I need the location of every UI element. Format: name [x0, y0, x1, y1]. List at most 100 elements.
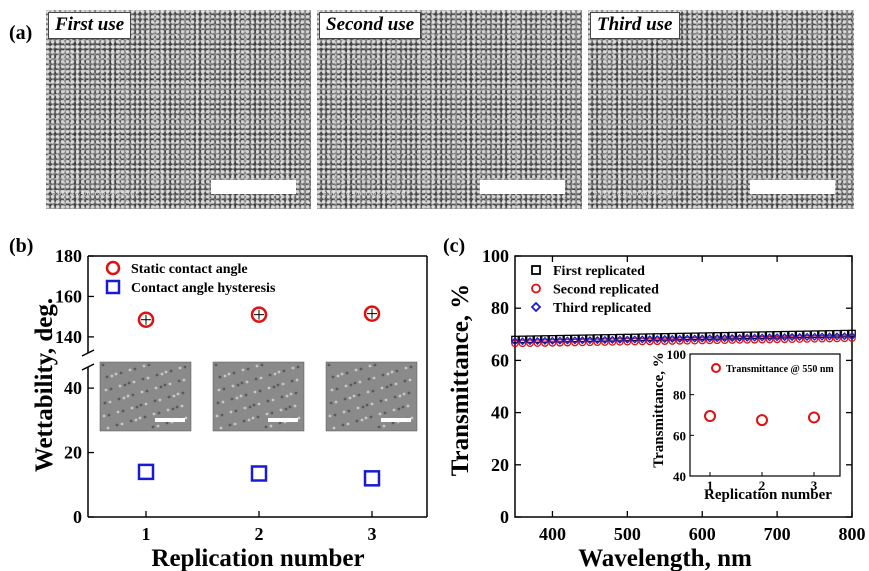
sem-grain — [341, 423, 345, 427]
sem-grain — [402, 392, 406, 396]
chart-c-x-tick-label: 800 — [839, 524, 866, 544]
chart-c-legend-label: Second replicated — [553, 283, 659, 298]
sem-grain — [105, 375, 109, 379]
sem-meta-text: 5.0kV 16.4mm x8.00k SE(U) — [323, 190, 408, 197]
chart-c-point — [705, 334, 714, 343]
sem-grain — [234, 409, 238, 413]
chart-c-point — [510, 337, 520, 346]
chart-c-point — [720, 336, 729, 345]
sem-grain — [141, 377, 145, 381]
chart-c-point — [698, 334, 707, 343]
chart-c-point — [758, 331, 766, 339]
chart-c-point — [743, 331, 752, 340]
sem-grain — [181, 391, 185, 395]
chart-c-point — [705, 332, 714, 340]
chart-c-y-tick-label: 20 — [491, 455, 509, 475]
chart-c-point — [788, 330, 796, 339]
sem-grain — [360, 418, 364, 422]
sem-grain — [279, 408, 283, 412]
sem-grain — [251, 416, 255, 420]
chart-c-point — [780, 333, 789, 342]
chart-b-legend-marker — [105, 279, 121, 295]
chart-c-point — [698, 332, 707, 341]
chart-c-point — [615, 337, 624, 346]
sem-grain — [145, 389, 149, 393]
sem-grain — [280, 395, 284, 399]
chart-c-point — [788, 335, 796, 343]
chart-c-point — [563, 338, 572, 347]
chart-c-legend-label: Third replicated — [553, 301, 651, 316]
chart-c-point — [758, 333, 767, 342]
chart-c-point — [825, 330, 834, 338]
inset-c-xlabel: Replication number — [704, 487, 832, 503]
chart-c-y-tick-label: 0 — [500, 507, 509, 527]
sem-grain — [367, 377, 371, 381]
sem-grain — [288, 405, 292, 409]
chart-c-point — [690, 334, 699, 343]
chart-c-point — [735, 333, 744, 342]
chart-c-point — [840, 332, 849, 341]
sem-grain — [357, 393, 361, 397]
sem-grain — [393, 395, 397, 399]
sem-grain — [138, 416, 142, 420]
chart-c-point — [765, 333, 774, 342]
chart-c-point — [728, 333, 737, 343]
chart-c-point — [533, 335, 542, 343]
sem-grain — [221, 400, 225, 404]
sem-grain — [266, 399, 270, 403]
sem-grain — [282, 369, 286, 373]
chart-b-legend-label: Contact angle hysteresis — [131, 281, 276, 296]
sem-grain — [248, 405, 252, 409]
sem-grain — [102, 414, 106, 418]
sem-grain — [373, 363, 377, 367]
sem-grain — [256, 415, 260, 419]
chart-b-x-tick-label: 2 — [255, 524, 264, 544]
chart-c-point — [825, 334, 834, 343]
chart-b-y-tick-label: 40 — [64, 378, 82, 398]
chart-c-point — [638, 337, 647, 346]
sem-grain — [340, 372, 344, 376]
chart-c-point — [818, 330, 826, 338]
sem-grain — [346, 422, 350, 426]
chart-c-point — [817, 332, 827, 341]
chart-c-point — [645, 337, 654, 346]
chart-c-point — [848, 334, 856, 343]
sem-grain — [159, 385, 163, 389]
chart-c-point — [660, 334, 669, 344]
sem-grain — [183, 365, 187, 369]
sem-grain — [296, 365, 300, 369]
chart-c-point — [593, 338, 602, 347]
sem-grain — [120, 422, 124, 426]
sem-grain — [379, 399, 383, 403]
chart-c-point — [556, 338, 564, 347]
sem-grain — [241, 368, 245, 372]
chart-b-point — [250, 465, 268, 482]
sem-grain — [255, 364, 259, 368]
chart-c-point — [780, 335, 789, 344]
sem-grain — [327, 363, 331, 367]
sem-grain — [139, 403, 143, 407]
sem-grain — [157, 411, 161, 415]
chart-c-point — [720, 333, 729, 343]
chart-b-y-tick-label: 160 — [55, 286, 82, 306]
sem-grain — [285, 394, 289, 398]
chart-c-legend-marker — [531, 265, 541, 275]
scale-bar — [211, 180, 296, 194]
sem-grain — [152, 412, 156, 416]
chart-c-point — [601, 338, 609, 346]
sem-grain — [359, 367, 363, 371]
sem-grain — [381, 373, 385, 377]
sem-grain — [123, 383, 127, 387]
chart-c-point — [713, 336, 722, 345]
sem-grain — [365, 403, 369, 407]
sem-grain — [168, 382, 172, 386]
chart-b-xlabel: Replication number — [151, 545, 364, 571]
sem-grain — [389, 383, 393, 387]
sem-grain — [369, 415, 373, 419]
chart-c-point — [802, 332, 812, 341]
sem-grain — [345, 371, 349, 375]
chart-c-point — [541, 335, 549, 343]
sem-grain — [236, 383, 240, 387]
chart-c-point — [586, 334, 594, 343]
sem-grain — [163, 383, 167, 387]
